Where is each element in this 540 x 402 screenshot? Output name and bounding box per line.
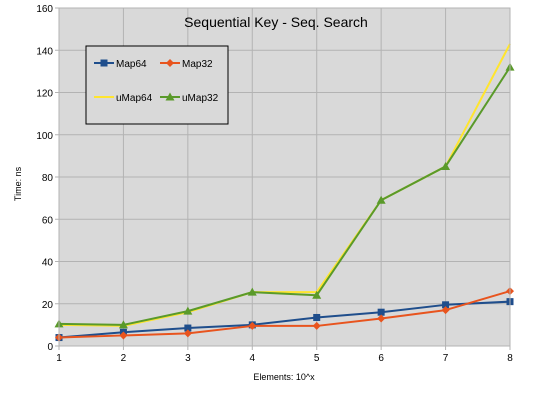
y-tick-label: 40 <box>42 258 54 269</box>
series-line-map64 <box>58 300 511 339</box>
data-point-map32 <box>441 306 450 315</box>
legend-label-map64: Map64 <box>116 59 147 70</box>
series-line-map32 <box>58 290 511 339</box>
legend-label-umap32: uMap32 <box>182 93 219 104</box>
data-point-umap32 <box>312 290 322 299</box>
y-tick-label: 100 <box>36 131 53 142</box>
series-group <box>54 43 515 342</box>
legend-marker-umap32 <box>165 92 175 101</box>
data-point-map64 <box>377 308 385 316</box>
data-point-map64 <box>184 324 192 332</box>
y-tick-label: 140 <box>36 46 53 57</box>
legend-box <box>85 45 229 125</box>
plot-border <box>58 7 511 347</box>
y-axis-label: Time: ns <box>13 166 23 201</box>
x-tick-label: 7 <box>443 353 449 364</box>
legend-marker-map32 <box>166 59 174 67</box>
data-point-umap32 <box>247 287 257 296</box>
x-tick-label: 8 <box>507 353 513 364</box>
legend-items: Map64 Map32 uMap64 uMap32 <box>94 59 219 104</box>
data-point-umap32 <box>376 195 386 204</box>
y-tick-label: 0 <box>47 342 53 353</box>
data-point-map32 <box>312 321 321 330</box>
data-point-umap32 <box>183 306 193 315</box>
data-point-umap32 <box>441 161 451 170</box>
y-tick-label: 60 <box>42 215 54 226</box>
x-tick-label: 5 <box>314 353 320 364</box>
data-point-map64 <box>313 313 321 321</box>
chart-title: Sequential Key - Seq. Search <box>184 14 368 30</box>
data-point-map64 <box>442 301 450 309</box>
legend-marker-map64 <box>100 59 108 67</box>
data-point-map32 <box>119 331 128 340</box>
legend: Map64 Map32 uMap64 uMap32 <box>85 45 229 125</box>
series-line-umap32 <box>58 66 511 326</box>
x-axis-label: Elements: 10^x <box>253 372 315 382</box>
x-tick-label: 4 <box>250 353 256 364</box>
data-point-map32 <box>183 329 192 338</box>
x-tick-label: 3 <box>185 353 191 364</box>
y-tick-label: 80 <box>42 173 54 184</box>
axes-group: 0 20 40 60 80 100 120 140 160 1 2 3 4 5 6 7 8 <box>36 4 513 364</box>
legend-label-umap64: uMap64 <box>116 93 153 104</box>
data-point-map32 <box>377 314 386 323</box>
y-tick-label: 160 <box>36 4 53 15</box>
y-tick-label: 120 <box>36 89 53 100</box>
x-tick-label: 1 <box>56 353 62 364</box>
legend-label-map32: Map32 <box>182 59 213 70</box>
x-tick-label: 2 <box>121 353 127 364</box>
y-tick-label: 20 <box>42 300 54 311</box>
data-point-map32 <box>248 321 257 330</box>
x-tick-label: 6 <box>378 353 384 364</box>
data-point-umap32 <box>118 320 128 329</box>
